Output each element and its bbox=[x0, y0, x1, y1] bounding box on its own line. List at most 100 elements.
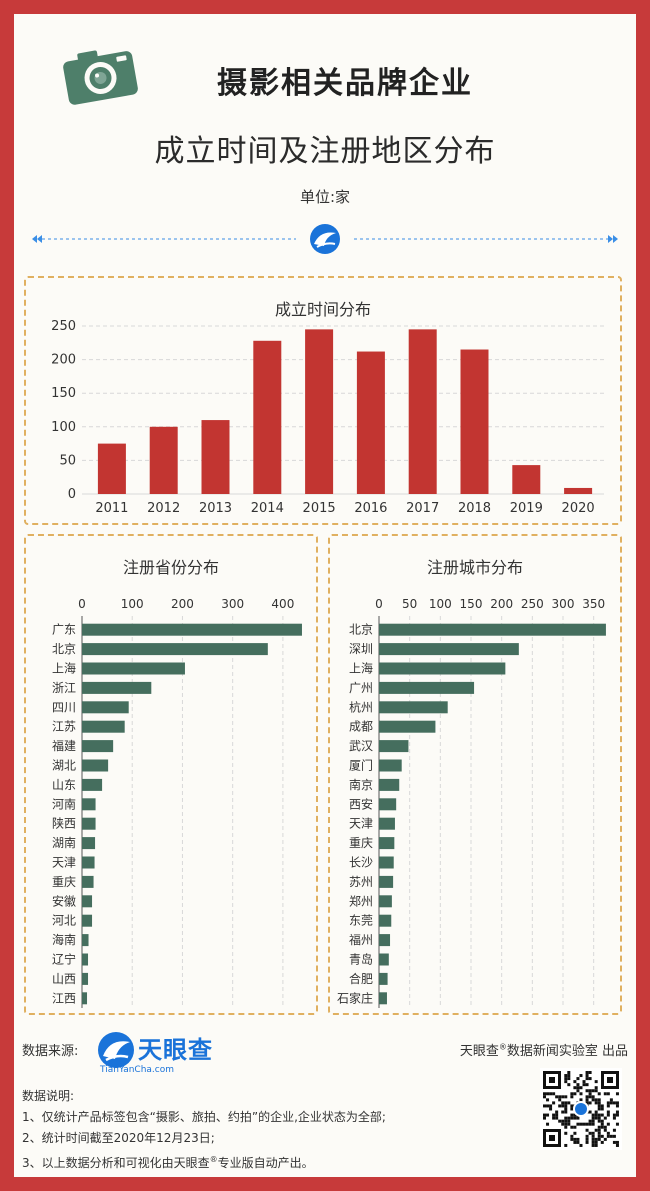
bar bbox=[82, 914, 93, 927]
x-tick-label: 2016 bbox=[354, 501, 387, 516]
city-chart-title: 注册城市分布 bbox=[426, 558, 523, 577]
y-tick-label: 成都 bbox=[349, 720, 373, 734]
qr-module bbox=[597, 1101, 601, 1105]
qr-module bbox=[594, 1086, 598, 1090]
x-tick-label: 2014 bbox=[251, 501, 284, 516]
qr-module bbox=[567, 1116, 571, 1120]
qr-module bbox=[606, 1131, 610, 1135]
y-tick-label: 湖北 bbox=[52, 758, 76, 773]
qr-module bbox=[591, 1122, 595, 1126]
y-tick-label: 青岛 bbox=[349, 952, 373, 967]
qr-module bbox=[585, 1071, 589, 1074]
qr-module bbox=[570, 1092, 574, 1096]
note-3-registered-mark: ® bbox=[209, 1155, 218, 1164]
qr-module bbox=[546, 1122, 550, 1126]
qr-module bbox=[573, 1140, 577, 1144]
qr-module bbox=[555, 1110, 559, 1114]
qr-module bbox=[585, 1077, 589, 1081]
qr-module bbox=[594, 1098, 598, 1102]
bar bbox=[82, 856, 95, 869]
qr-module bbox=[603, 1116, 607, 1120]
qr-module bbox=[579, 1122, 583, 1126]
y-tick-label: 河南 bbox=[52, 796, 76, 811]
y-tick-label: 浙江 bbox=[52, 681, 76, 695]
bar bbox=[356, 351, 385, 494]
qr-module bbox=[564, 1104, 568, 1108]
qr-module bbox=[555, 1113, 559, 1117]
qr-module bbox=[591, 1134, 595, 1138]
bar bbox=[82, 798, 96, 811]
qr-module bbox=[600, 1113, 604, 1117]
qr-module bbox=[588, 1110, 592, 1114]
qr-module bbox=[585, 1122, 589, 1126]
y-tick-label: 100 bbox=[51, 420, 76, 435]
page-title: 摄影相关品牌企业 bbox=[217, 66, 473, 101]
credit-line: 天眼查®数据新闻实验室 出品 bbox=[460, 1040, 628, 1059]
qr-module bbox=[615, 1092, 619, 1096]
qr-module bbox=[573, 1131, 577, 1135]
qr-module bbox=[597, 1131, 601, 1135]
qr-module bbox=[579, 1086, 583, 1090]
qr-module bbox=[597, 1119, 601, 1123]
qr-module bbox=[546, 1092, 550, 1096]
bar bbox=[82, 701, 129, 714]
bar bbox=[379, 701, 448, 714]
note-3: 3、以上数据分析和可视化由天眼查®专业版自动产出。 bbox=[22, 1149, 386, 1174]
qr-module bbox=[570, 1134, 574, 1138]
qr-module bbox=[588, 1089, 592, 1093]
header-divider bbox=[32, 224, 618, 254]
qr-module bbox=[558, 1098, 562, 1102]
bar bbox=[82, 759, 109, 772]
bar bbox=[379, 895, 392, 908]
year-chart-panel: 成立时间分布 0 50 100 150 200 250 2011 2012 2013 2014 20… bbox=[24, 276, 622, 525]
qr-module bbox=[570, 1116, 574, 1120]
bar bbox=[97, 443, 126, 494]
y-tick-label: 广东 bbox=[52, 623, 76, 637]
qr-module bbox=[591, 1098, 595, 1102]
y-tick-label: 重庆 bbox=[52, 875, 76, 889]
bar bbox=[379, 623, 606, 636]
qr-module bbox=[561, 1119, 565, 1123]
qr-module bbox=[606, 1092, 610, 1096]
qr-module bbox=[564, 1101, 568, 1105]
qr-module bbox=[576, 1077, 580, 1081]
x-tick-label: 0 bbox=[375, 597, 383, 611]
qr-module bbox=[558, 1095, 562, 1099]
qr-module bbox=[603, 1137, 607, 1141]
qr-module bbox=[573, 1113, 577, 1117]
x-tick-label: 2018 bbox=[458, 501, 491, 516]
y-tick-label: 合肥 bbox=[349, 971, 373, 986]
qr-finder-core bbox=[607, 1077, 613, 1083]
qr-module bbox=[585, 1074, 589, 1078]
city-chart: 0 50 100 150 200 250 300 350 北京深圳上海广州杭州成都武汉厦门南京西… bbox=[337, 597, 606, 1008]
qr-module bbox=[561, 1095, 565, 1099]
qr-module bbox=[591, 1089, 595, 1093]
qr-module bbox=[585, 1095, 589, 1099]
qr-module bbox=[594, 1128, 598, 1132]
bar bbox=[253, 340, 282, 494]
qr-module bbox=[570, 1095, 574, 1099]
y-tick-label: 150 bbox=[51, 386, 76, 401]
x-tick-label: 2013 bbox=[199, 501, 232, 516]
x-tick-label: 0 bbox=[78, 597, 86, 611]
year-chart: 0 50 100 150 200 250 2011 2012 2013 2014 2015 2016 2… bbox=[51, 319, 604, 516]
x-tick-label: 50 bbox=[402, 597, 417, 611]
y-tick-label: 50 bbox=[59, 453, 76, 468]
qr-module bbox=[558, 1119, 562, 1123]
qr-logo bbox=[575, 1103, 587, 1115]
qr-module bbox=[561, 1110, 565, 1114]
y-tick-label: 250 bbox=[51, 319, 76, 334]
qr-module bbox=[570, 1137, 574, 1141]
qr-module bbox=[615, 1104, 619, 1108]
y-tick-label: 天津 bbox=[349, 817, 373, 831]
x-tick-label: 250 bbox=[521, 597, 544, 611]
qr-module bbox=[585, 1137, 589, 1141]
year-chart-title: 成立时间分布 bbox=[274, 300, 371, 319]
y-tick-label: 0 bbox=[68, 487, 76, 502]
x-tick-label: 350 bbox=[582, 597, 605, 611]
qr-module bbox=[579, 1092, 583, 1096]
bar bbox=[379, 992, 387, 1005]
qr-module bbox=[549, 1092, 553, 1096]
qr-module bbox=[612, 1113, 616, 1117]
qr-module bbox=[552, 1101, 556, 1105]
